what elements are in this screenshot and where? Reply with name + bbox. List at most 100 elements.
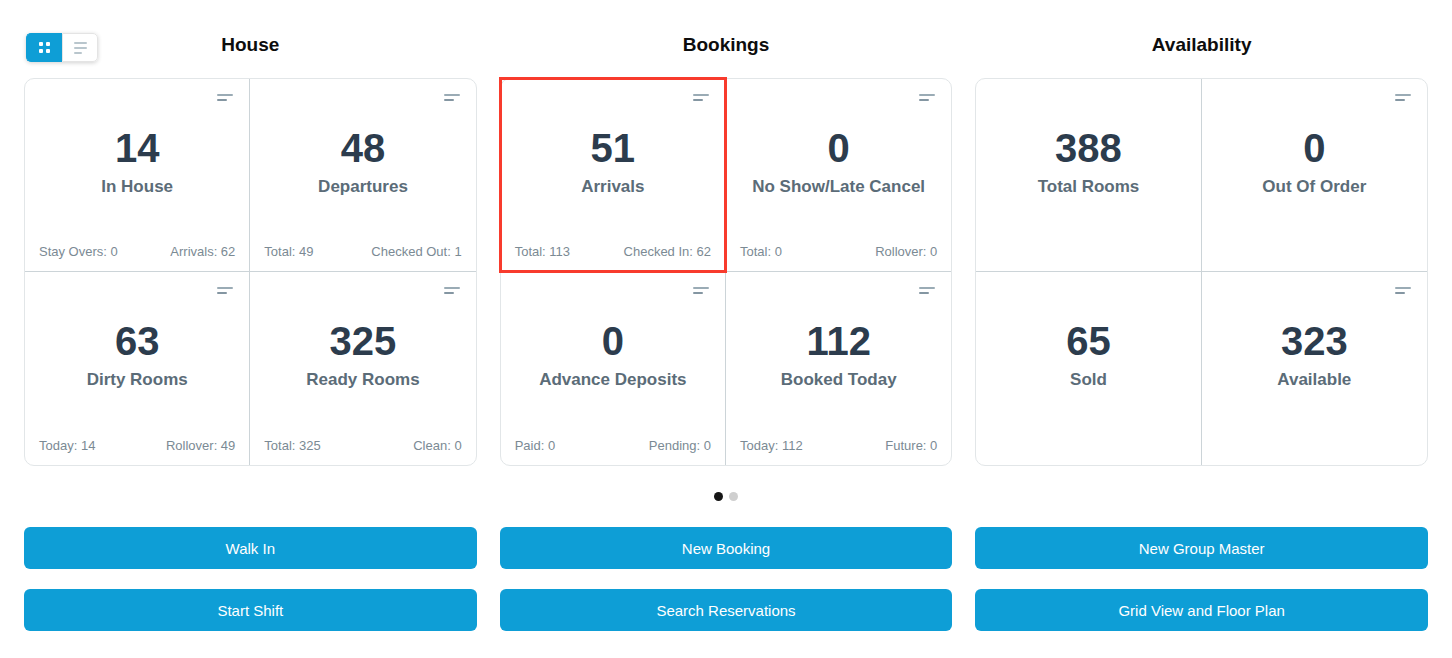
card-footer: Stay Overs: 0 Arrivals: 62 [25, 234, 249, 271]
card-value: 388 [1055, 126, 1122, 170]
card-total-rooms[interactable]: 388 Total Rooms [976, 79, 1201, 272]
start-shift-button[interactable]: Start Shift [24, 589, 477, 631]
action-columns: Walk In Start Shift New Booking Search Rese… [24, 527, 1428, 631]
card-footer [1202, 443, 1427, 465]
card-ready-rooms[interactable]: 325 Ready Rooms Total: 325 Clean: 0 [250, 272, 475, 465]
card-label: No Show/Late Cancel [752, 177, 925, 197]
card-footer: Total: 0 Rollover: 0 [726, 234, 951, 271]
card-footer-right: Future: 0 [885, 438, 937, 453]
card-menu-icon[interactable] [919, 94, 935, 101]
card-footer: Total: 113 Checked In: 62 [501, 234, 725, 271]
action-column: New Booking Search Reservations [500, 527, 953, 631]
search-reservations-button[interactable]: Search Reservations [500, 589, 953, 631]
card-value: 65 [1066, 319, 1111, 363]
new-booking-button[interactable]: New Booking [500, 527, 953, 569]
section-availability: Availability 388 Total Rooms 0 Out Of Or… [975, 24, 1428, 466]
dashboard-page: House 14 In House Stay Overs: 0 Arrivals… [0, 0, 1452, 658]
card-label: Total Rooms [1038, 177, 1140, 197]
card-label: Out Of Order [1262, 177, 1366, 197]
card-in-house[interactable]: 14 In House Stay Overs: 0 Arrivals: 62 [25, 79, 250, 272]
section-title: Availability [975, 24, 1428, 78]
card-menu-icon[interactable] [217, 94, 233, 101]
card-footer-left: Total: 49 [264, 244, 313, 259]
card-menu-icon[interactable] [444, 94, 460, 101]
card-grid: 14 In House Stay Overs: 0 Arrivals: 62 4… [24, 78, 477, 466]
card-footer-right: Arrivals: 62 [170, 244, 235, 259]
new-group-master-button[interactable]: New Group Master [975, 527, 1428, 569]
card-footer: Today: 112 Future: 0 [726, 428, 951, 465]
card-label: Sold [1070, 370, 1107, 390]
card-value: 14 [115, 126, 160, 170]
card-footer: Total: 49 Checked Out: 1 [250, 234, 475, 271]
card-label: Booked Today [781, 370, 897, 390]
card-footer-left: Stay Overs: 0 [39, 244, 118, 259]
card-footer [976, 443, 1200, 465]
card-footer-right: Rollover: 49 [166, 438, 235, 453]
card-footer [976, 249, 1200, 271]
card-booked-today[interactable]: 112 Booked Today Today: 112 Future: 0 [726, 272, 951, 465]
card-value: 48 [341, 126, 386, 170]
card-footer: Paid: 0 Pending: 0 [501, 428, 725, 465]
card-footer-right: Checked Out: 1 [371, 244, 461, 259]
list-view-button[interactable] [62, 33, 98, 62]
card-label: Available [1277, 370, 1351, 390]
card-label: Arrivals [581, 177, 644, 197]
card-footer-left: Today: 14 [39, 438, 95, 453]
card-value: 63 [115, 319, 160, 363]
card-label: Dirty Rooms [87, 370, 188, 390]
card-label: Ready Rooms [306, 370, 419, 390]
card-footer [1202, 249, 1427, 271]
card-footer-left: Total: 113 [515, 244, 570, 259]
card-menu-icon[interactable] [693, 94, 709, 101]
card-value: 323 [1281, 319, 1348, 363]
grid-icon [39, 42, 50, 53]
dashboard-columns: House 14 In House Stay Overs: 0 Arrivals… [24, 24, 1428, 466]
card-footer-right: Rollover: 0 [875, 244, 937, 259]
card-label: In House [101, 177, 173, 197]
section-bookings: Bookings 51 Arrivals Total: 113 Checked … [500, 24, 953, 466]
card-advance-deposits[interactable]: 0 Advance Deposits Paid: 0 Pending: 0 [501, 272, 726, 465]
action-column: Walk In Start Shift [24, 527, 477, 631]
grid-view-button[interactable] [26, 33, 62, 62]
card-sold[interactable]: 65 Sold [976, 272, 1201, 465]
card-dirty-rooms[interactable]: 63 Dirty Rooms Today: 14 Rollover: 49 [25, 272, 250, 465]
card-menu-icon[interactable] [1395, 94, 1411, 101]
card-value: 0 [828, 126, 850, 170]
card-grid: 388 Total Rooms 0 Out Of Order 65 Sold 3… [975, 78, 1428, 466]
grid-view-and-floor-plan-button[interactable]: Grid View and Floor Plan [975, 589, 1428, 631]
card-arrivals[interactable]: 51 Arrivals Total: 113 Checked In: 62 [501, 79, 726, 272]
list-icon [74, 42, 87, 54]
section-house: House 14 In House Stay Overs: 0 Arrivals… [24, 24, 477, 466]
card-available[interactable]: 323 Available [1202, 272, 1427, 465]
card-footer-left: Paid: 0 [515, 438, 555, 453]
action-column: New Group Master Grid View and Floor Plan [975, 527, 1428, 631]
card-menu-icon[interactable] [1395, 287, 1411, 294]
card-footer-left: Total: 0 [740, 244, 782, 259]
card-footer: Today: 14 Rollover: 49 [25, 428, 249, 465]
card-footer-right: Clean: 0 [413, 438, 461, 453]
card-menu-icon[interactable] [919, 287, 935, 294]
card-label: Advance Deposits [539, 370, 686, 390]
card-footer: Total: 325 Clean: 0 [250, 428, 475, 465]
card-value: 0 [1303, 126, 1325, 170]
pagination-dot-1[interactable] [714, 492, 723, 501]
card-value: 51 [591, 126, 636, 170]
card-grid: 51 Arrivals Total: 113 Checked In: 62 0 … [500, 78, 953, 466]
card-value: 0 [602, 319, 624, 363]
pagination-dot-2[interactable] [729, 492, 738, 501]
card-value: 112 [806, 319, 871, 363]
card-menu-icon[interactable] [444, 287, 460, 294]
card-value: 325 [330, 319, 397, 363]
card-menu-icon[interactable] [217, 287, 233, 294]
section-title: Bookings [500, 24, 953, 78]
walk-in-button[interactable]: Walk In [24, 527, 477, 569]
card-footer-left: Today: 112 [740, 438, 803, 453]
card-departures[interactable]: 48 Departures Total: 49 Checked Out: 1 [250, 79, 475, 272]
card-menu-icon[interactable] [693, 287, 709, 294]
card-footer-right: Checked In: 62 [624, 244, 711, 259]
card-no-show-late-cancel[interactable]: 0 No Show/Late Cancel Total: 0 Rollover:… [726, 79, 951, 272]
pagination-dots [24, 491, 1428, 501]
card-out-of-order[interactable]: 0 Out Of Order [1202, 79, 1427, 272]
view-toggle [26, 33, 98, 62]
card-label: Departures [318, 177, 408, 197]
